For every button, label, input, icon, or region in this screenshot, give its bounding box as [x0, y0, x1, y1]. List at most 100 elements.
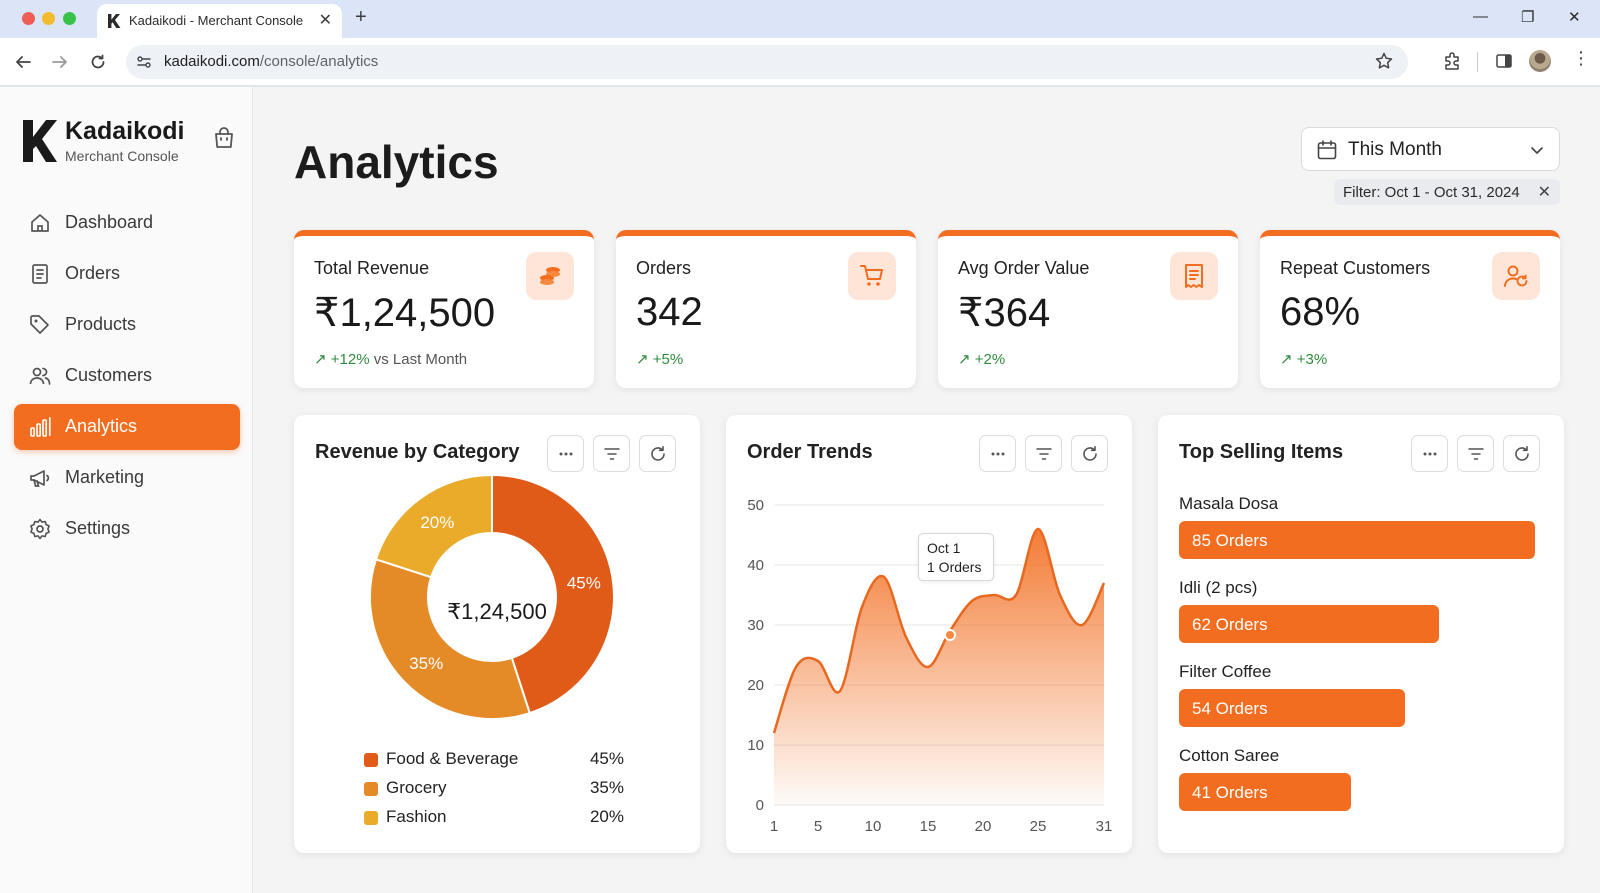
close-window-icon[interactable]: ✕: [1568, 9, 1581, 26]
refresh-icon: [1083, 446, 1097, 461]
merchant-console-app: Kadaikodi Merchant Console Dashboard Ord…: [0, 87, 1600, 893]
tab-close-icon[interactable]: ✕: [318, 12, 332, 29]
browser-menu-icon[interactable]: ⋮: [1572, 48, 1590, 68]
site-settings-icon[interactable]: [136, 54, 152, 70]
more-horizontal-icon: [1423, 452, 1437, 456]
filter-button[interactable]: [593, 435, 630, 472]
sidebar-item-orders[interactable]: Orders: [14, 251, 240, 297]
legend-name: Grocery: [386, 778, 447, 797]
order-trend-line: [772, 527, 1106, 734]
refresh-button[interactable]: [1071, 435, 1108, 472]
y-tick-label: 30: [747, 617, 764, 634]
panel-title: Top Selling Items: [1179, 441, 1344, 463]
sidebar-item-dashboard[interactable]: Dashboard: [14, 200, 240, 246]
y-tick-label: 0: [756, 797, 764, 814]
user-repeat-icon: [1492, 252, 1540, 300]
item-orders-bar: 41 Orders: [1179, 773, 1351, 811]
kpi-delta-value: +3%: [1296, 351, 1328, 368]
bar-label: 54 Orders: [1192, 699, 1268, 718]
legend-item: Fashion 20%: [364, 806, 624, 830]
restore-icon[interactable]: ❐: [1521, 9, 1535, 26]
donut-slice[interactable]: [491, 475, 615, 715]
address-bar[interactable]: kadaikodi.com/console/analytics: [126, 45, 1408, 79]
clear-filter-icon[interactable]: ✕: [1537, 184, 1551, 201]
refresh-icon: [651, 446, 665, 461]
legend-pct: 35%: [589, 778, 624, 797]
sidebar-item-settings[interactable]: Settings: [14, 506, 240, 552]
legend-item: Food & Beverage 45%: [364, 748, 624, 772]
sidebar-item-analytics[interactable]: Analytics: [14, 404, 240, 450]
item-orders-bar: 62 Orders: [1179, 605, 1439, 643]
filter-button[interactable]: [1457, 435, 1494, 472]
forward-arrow-icon[interactable]: [51, 53, 69, 71]
filter-icon: [1036, 448, 1052, 460]
slice-pct-label: 35%: [409, 654, 443, 673]
shopping-bag-icon[interactable]: [211, 125, 237, 151]
bookmark-star-icon[interactable]: [1374, 51, 1394, 71]
donut-slice[interactable]: [369, 558, 531, 720]
kpi-label: Orders: [636, 258, 692, 278]
coins-icon: [526, 252, 574, 300]
url-text: kadaikodi.com/console/analytics: [164, 53, 378, 70]
kpi-value: ₹364: [958, 291, 1051, 335]
refresh-button[interactable]: [639, 435, 676, 472]
reload-icon[interactable]: [89, 53, 107, 71]
slice-pct-label: 45%: [567, 573, 601, 592]
kpi-delta: ↗ +5%: [636, 351, 684, 368]
hover-marker[interactable]: [944, 629, 956, 641]
back-arrow-icon[interactable]: [14, 53, 32, 71]
tag-icon: [30, 315, 49, 334]
x-tick-label: 31: [1096, 818, 1113, 835]
side-panel-icon[interactable]: [1494, 51, 1514, 71]
receipt-icon: [1170, 252, 1218, 300]
window-minimize-dot[interactable]: [42, 12, 55, 25]
donut-slice[interactable]: [374, 475, 493, 579]
sidebar-item-customers[interactable]: Customers: [14, 353, 240, 399]
refresh-button[interactable]: [1503, 435, 1540, 472]
browser-tab[interactable]: Kadaikodi - Merchant Console ✕: [97, 4, 342, 38]
kpi-value: 68%: [1280, 290, 1361, 334]
profile-avatar[interactable]: [1529, 50, 1551, 72]
sidebar: Kadaikodi Merchant Console Dashboard Ord…: [0, 87, 253, 893]
megaphone-icon: [30, 470, 50, 487]
window-zoom-dot[interactable]: [63, 12, 76, 25]
kpi-delta-value: +5%: [652, 351, 684, 368]
url-host: kadaikodi.com: [164, 53, 260, 70]
more-options-button[interactable]: [1411, 435, 1448, 472]
calendar-icon: [1317, 140, 1337, 160]
kpi-card-repeat-customers: Repeat Customers 68% ↗ +3%: [1260, 230, 1560, 388]
more-options-button[interactable]: [547, 435, 584, 472]
new-tab-icon[interactable]: +: [355, 6, 367, 28]
kadaikodi-logo-icon: [23, 120, 57, 162]
filter-icon: [604, 448, 620, 460]
brand-subtitle: Merchant Console: [65, 148, 179, 164]
browser-tab-strip: Kadaikodi - Merchant Console ✕ + — ❐ ✕: [0, 0, 1600, 38]
gear-icon: [30, 518, 50, 540]
legend-name: Fashion: [386, 807, 447, 826]
legend-pct: 45%: [589, 749, 624, 768]
sidebar-item-marketing[interactable]: Marketing: [14, 455, 240, 501]
y-tick-label: 20: [747, 677, 764, 694]
refresh-icon: [1515, 446, 1529, 461]
tab-title: Kadaikodi - Merchant Console: [129, 13, 304, 28]
kpi-delta: ↗ +12% vs Last Month: [314, 351, 468, 368]
y-tick-label: 50: [747, 497, 764, 514]
kpi-card-total-revenue: Total Revenue ₹1,24,500 ↗ +12% vs Last M…: [294, 230, 594, 388]
kpi-label: Avg Order Value: [958, 258, 1090, 278]
minimize-icon[interactable]: —: [1473, 8, 1488, 25]
legend-name: Food & Beverage: [386, 749, 519, 768]
filter-button[interactable]: [1025, 435, 1062, 472]
bar-label: 41 Orders: [1192, 783, 1268, 802]
bar-chart-icon: [30, 417, 51, 437]
sidebar-item-products[interactable]: Products: [14, 302, 240, 348]
window-close-dot[interactable]: [22, 12, 35, 25]
item-orders-bar: 54 Orders: [1179, 689, 1406, 727]
url-path: /console/analytics: [259, 53, 379, 70]
period-dropdown[interactable]: This Month: [1301, 127, 1560, 171]
order-trends-panel: Order Trends 0 10 20 30 40 50 1 5 10 15 20 25 31 Oct…: [726, 415, 1132, 853]
extensions-icon[interactable]: [1442, 51, 1462, 71]
item-name: Idli (2 pcs): [1179, 578, 1258, 597]
sidebar-item-label: Customers: [65, 365, 153, 385]
more-options-button[interactable]: [979, 435, 1016, 472]
sidebar-item-label: Settings: [65, 518, 131, 538]
